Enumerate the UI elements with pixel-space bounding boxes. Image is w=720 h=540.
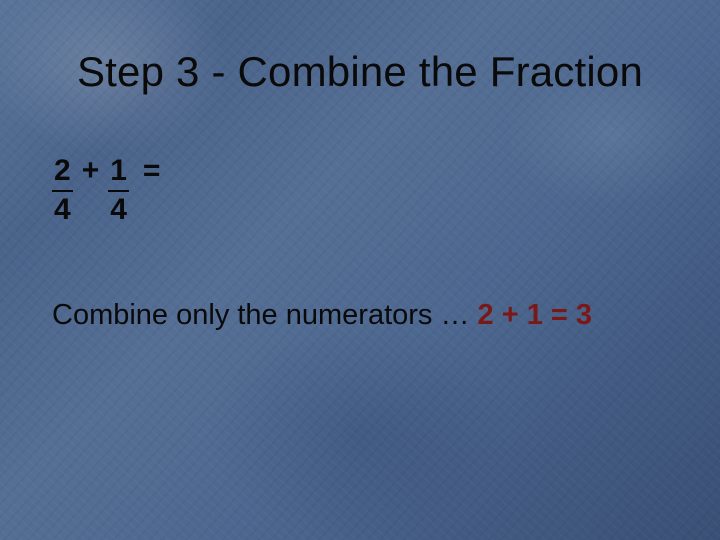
fraction-expression: 2 4 + 1 4 =: [52, 154, 670, 227]
slide-title: Step 3 - Combine the Fraction: [50, 48, 670, 96]
equals-sign: =: [129, 154, 161, 189]
instruction-equation: 2 + 1 = 3: [478, 299, 593, 331]
fraction-term-1: 2 4: [52, 154, 73, 227]
fraction-term-2: 1 4: [108, 154, 129, 227]
instruction-line: Combine only the numerators … 2 + 1 = 3: [52, 299, 670, 332]
fraction-2-numerator: 1: [108, 154, 129, 192]
fraction-1-numerator: 2: [52, 154, 73, 192]
plus-operator: +: [73, 154, 109, 189]
fraction-2-denominator: 4: [110, 192, 127, 228]
fraction-1-denominator: 4: [54, 192, 71, 228]
slide: Step 3 - Combine the Fraction 2 4 + 1 4 …: [0, 0, 720, 540]
instruction-text: Combine only the numerators …: [52, 299, 478, 331]
